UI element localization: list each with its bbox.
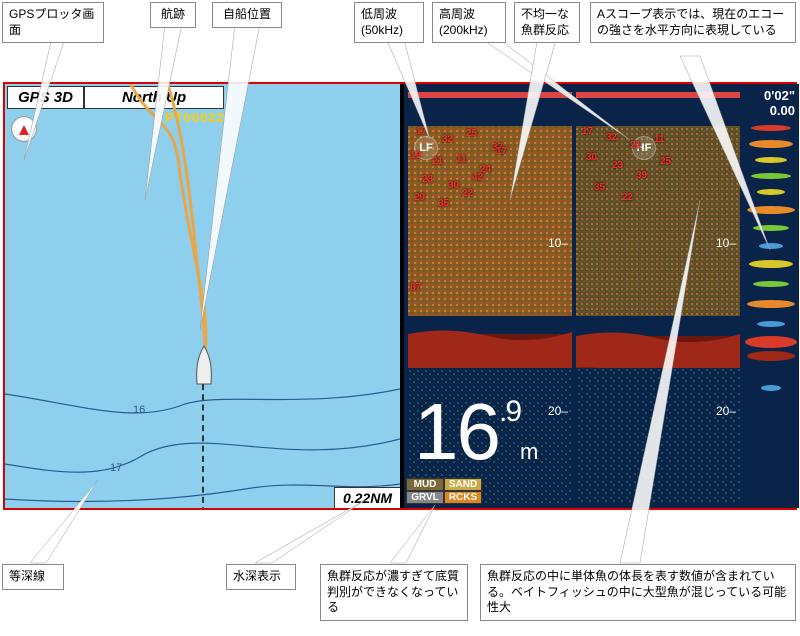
bottom-type-grid: MUD SAND GRVL RCKS: [406, 478, 482, 504]
fish-size-value: 19: [410, 150, 421, 161]
fish-size-value: 17: [582, 126, 593, 137]
callout-high-freq: 高周波 (200kHz): [432, 2, 506, 43]
callout-depth-disp: 水深表示: [226, 564, 296, 590]
fish-size-value: 21: [432, 156, 443, 167]
depth-contour: [5, 384, 400, 504]
bottom-sand: SAND: [444, 478, 482, 491]
gps-plotter-panel[interactable]: GPS 3D North Up PT00022 16 17 0.22NM: [5, 84, 400, 508]
gps-mode-button[interactable]: GPS 3D: [7, 86, 84, 109]
fish-size-value: 11: [654, 134, 665, 145]
callout-contour: 等深線: [2, 564, 64, 590]
fish-size-value: 17: [416, 126, 427, 137]
fish-size-value: 42: [472, 172, 483, 183]
ascope-column: [745, 88, 797, 504]
bottom-rcks: RCKS: [444, 491, 482, 504]
fish-size-value: 23: [422, 174, 433, 185]
fish-size-value: 23: [612, 160, 623, 171]
scale-label: 10–: [716, 236, 736, 250]
fish-size-value: 87: [410, 282, 421, 293]
fish-size-value: 30: [586, 152, 597, 163]
callout-track: 航跡: [150, 2, 196, 28]
fish-size-value: 22: [462, 188, 473, 199]
scale-label: 10–: [548, 236, 568, 250]
fish-size-value: 32: [606, 132, 617, 143]
callout-bottom-unclear: 魚群反応が濃すぎて底質判別ができなくなっている: [320, 564, 468, 621]
own-ship-icon: [193, 344, 215, 388]
fish-size-value: 30: [448, 180, 459, 191]
range-display: 0.22NM: [334, 487, 400, 508]
fish-size-value: 35: [594, 182, 605, 193]
callout-uneven-fish: 不均一な 魚群反応: [514, 2, 580, 43]
callout-own-ship: 自船位置: [212, 2, 282, 28]
bottom-mud: MUD: [406, 478, 444, 491]
fish-size-value: 35: [438, 198, 449, 209]
fish-size-value: 25: [660, 156, 671, 167]
fish-size-value: 29: [414, 192, 425, 203]
fish-size-value: 21: [630, 140, 641, 151]
track-path: [105, 84, 305, 374]
fish-size-value: 11: [456, 154, 467, 165]
fish-size-value: 25: [466, 128, 477, 139]
device-screen: GPS 3D North Up PT00022 16 17 0.22NM FIS…: [3, 82, 797, 510]
callout-ascope: Aスコープ表示では、現在のエコーの強さを水平方向に表現している: [590, 2, 796, 43]
fish-size-value: 22: [622, 192, 633, 203]
fish-size-value: 17: [496, 146, 507, 157]
compass-icon: [11, 116, 37, 142]
callout-gps-plotter: GPSプロッタ画面: [2, 2, 104, 43]
fish-size-value: 32: [442, 134, 453, 145]
fishfinder-panel[interactable]: FISHING: [404, 84, 799, 508]
callout-mixed-fish: 魚群反応の中に単体魚の体長を表す数値が含まれている。ベイトフィッシュの中に大型魚…: [480, 564, 796, 621]
bottom-grvl: GRVL: [406, 491, 444, 504]
callout-low-freq: 低周波 (50kHz): [354, 2, 424, 43]
fish-size-value: 39: [636, 170, 647, 181]
depth-readout: 16.9m: [414, 396, 744, 468]
contour-label: 16: [133, 404, 145, 416]
contour-label: 17: [110, 462, 122, 474]
time-span-display: 0'02" 0.00: [764, 88, 795, 118]
